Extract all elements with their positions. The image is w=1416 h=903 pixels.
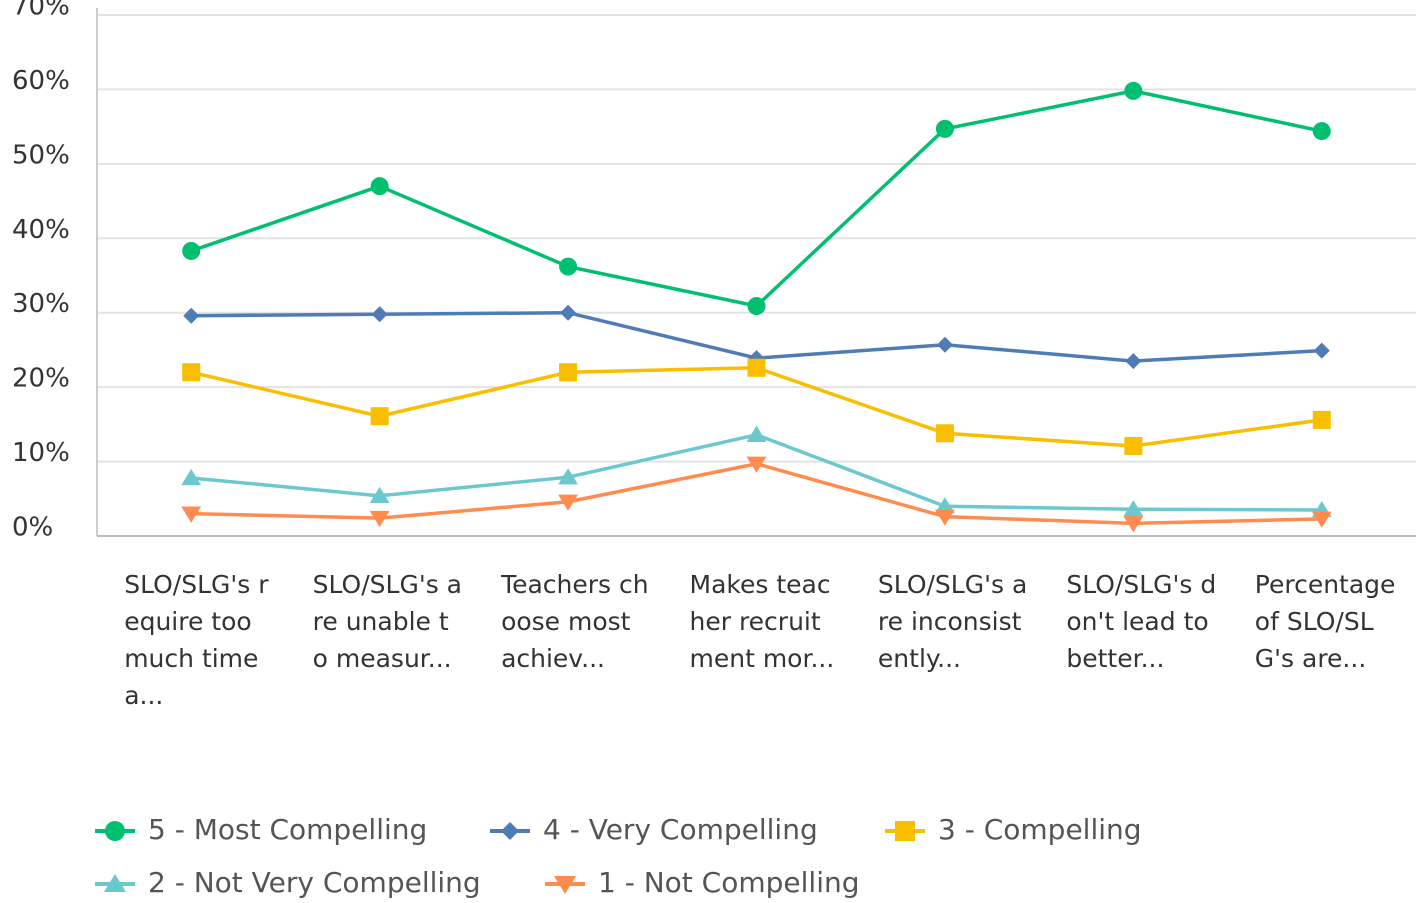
marker	[371, 306, 388, 323]
marker	[1124, 81, 1143, 100]
marker	[935, 424, 954, 443]
marker	[560, 304, 577, 321]
marker	[1123, 516, 1144, 533]
marker	[1124, 436, 1143, 455]
marker	[559, 363, 578, 382]
marker	[895, 821, 915, 841]
x-tick-label: Makes teacher recruitment mor...	[689, 570, 835, 673]
marker	[181, 506, 202, 523]
x-tick-label: Teachers choose most achiev...	[501, 570, 649, 673]
marker	[501, 822, 519, 840]
legend-label: 4 - Very Compelling	[543, 813, 818, 846]
marker	[105, 821, 125, 841]
x-tick-label: SLO/SLG's are inconsistently...	[877, 570, 1028, 673]
marker	[182, 363, 201, 382]
marker	[1313, 342, 1330, 359]
y-tick-label: 50%	[12, 140, 70, 170]
y-tick-label: 20%	[12, 364, 70, 394]
x-tick-label: SLO/SLG's require too much time a...	[124, 570, 269, 710]
marker	[104, 874, 126, 892]
marker	[183, 307, 200, 324]
x-tick-label: SLO/SLG's are unable to measur...	[312, 570, 462, 673]
marker	[181, 468, 202, 486]
x-tick-label: SLO/SLG's don't lead to better...	[1066, 570, 1217, 673]
marker	[747, 297, 766, 316]
marker	[369, 486, 390, 504]
legend-label: 1 - Not Compelling	[598, 866, 860, 899]
legend-label: 2 - Not Very Compelling	[148, 866, 481, 899]
marker	[935, 497, 955, 514]
legend-label: 5 - Most Compelling	[148, 813, 427, 846]
marker	[1312, 410, 1331, 429]
marker	[554, 876, 576, 894]
series-line	[190, 89, 1323, 308]
marker	[746, 425, 767, 442]
y-tick-label: 30%	[12, 289, 70, 319]
marker	[1311, 511, 1332, 528]
marker	[558, 468, 578, 485]
marker	[1123, 500, 1144, 517]
marker	[559, 257, 578, 276]
marker	[1312, 122, 1331, 141]
marker	[182, 241, 201, 260]
marker	[369, 510, 390, 528]
marker	[746, 456, 767, 473]
y-tick-label: 60%	[12, 66, 70, 96]
marker	[370, 177, 389, 196]
marker	[747, 358, 766, 377]
marker	[936, 336, 953, 353]
x-tick-label: Percentage of SLO/SLG's are...	[1254, 570, 1396, 673]
y-tick-label: 10%	[12, 438, 70, 468]
y-tick-label: 70%	[12, 0, 70, 22]
marker	[370, 407, 389, 426]
y-tick-label: 0%	[12, 513, 53, 543]
marker	[1125, 353, 1142, 370]
marker	[935, 509, 955, 526]
legend-label: 3 - Compelling	[938, 813, 1142, 846]
y-tick-label: 40%	[12, 215, 70, 245]
marker	[558, 494, 578, 511]
marker	[935, 119, 954, 138]
